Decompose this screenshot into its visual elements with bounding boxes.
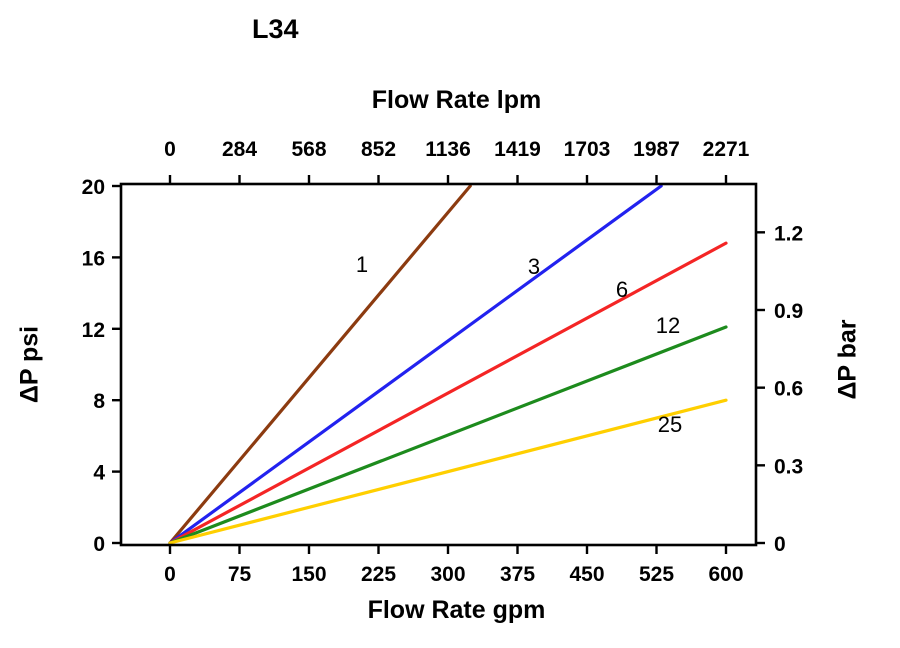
left-tick-label: 8: [93, 390, 105, 413]
top-tick-label: 1987: [633, 138, 680, 161]
right-tick-label: 0.3: [774, 455, 803, 478]
top-tick-label: 1703: [564, 138, 611, 161]
top-tick-label: 0: [164, 138, 176, 161]
bottom-tick-label: 525: [639, 563, 674, 586]
bottom-tick-label: 0: [164, 563, 176, 586]
top-tick-label: 568: [291, 138, 326, 161]
series-line-12: [168, 325, 728, 545]
right-axis-title: ΔP bar: [833, 319, 862, 400]
bottom-tick-label: 450: [569, 563, 604, 586]
left-tick-label: 16: [82, 247, 105, 270]
left-tick-label: 0: [93, 533, 105, 556]
left-axis-title: ΔP psi: [15, 325, 44, 404]
top-tick-label: 1136: [425, 138, 471, 161]
series-label-12: 12: [656, 313, 680, 338]
top-tick-label: 1419: [494, 138, 541, 161]
chart-title: L34: [252, 14, 299, 44]
series-line-1: [168, 184, 472, 545]
top-tick-label: 852: [361, 138, 396, 161]
left-tick-label: 4: [93, 462, 105, 485]
bottom-tick-label: 375: [500, 563, 535, 586]
left-tick-label: 20: [82, 176, 105, 199]
series-label-3: 3: [528, 254, 540, 279]
series-label-6: 6: [616, 277, 628, 302]
top-axis-title: Flow Rate lpm: [371, 86, 542, 114]
series-line-25: [168, 398, 728, 545]
top-tick-label: 2271: [703, 138, 750, 161]
series-line-6: [168, 241, 728, 545]
right-tick-label: 0.6: [774, 378, 803, 401]
bottom-tick-label: 300: [430, 563, 465, 586]
series-line-3: [168, 184, 663, 545]
bottom-tick-label: 150: [291, 563, 326, 586]
right-tick-label: 0: [774, 533, 786, 556]
bottom-tick-label: 75: [228, 563, 252, 586]
plot-frame: [119, 182, 758, 547]
left-tick-label: 12: [82, 319, 105, 342]
right-tick-label: 1.2: [774, 222, 803, 245]
top-tick-label: 284: [222, 138, 257, 161]
series-label-25: 25: [658, 412, 682, 437]
series-label-1: 1: [356, 252, 368, 277]
right-tick-label: 0.9: [774, 300, 803, 323]
bottom-axis-title: Flow Rate gpm: [367, 596, 546, 624]
bottom-tick-label: 225: [361, 563, 396, 586]
bottom-tick-label: 600: [708, 563, 743, 586]
